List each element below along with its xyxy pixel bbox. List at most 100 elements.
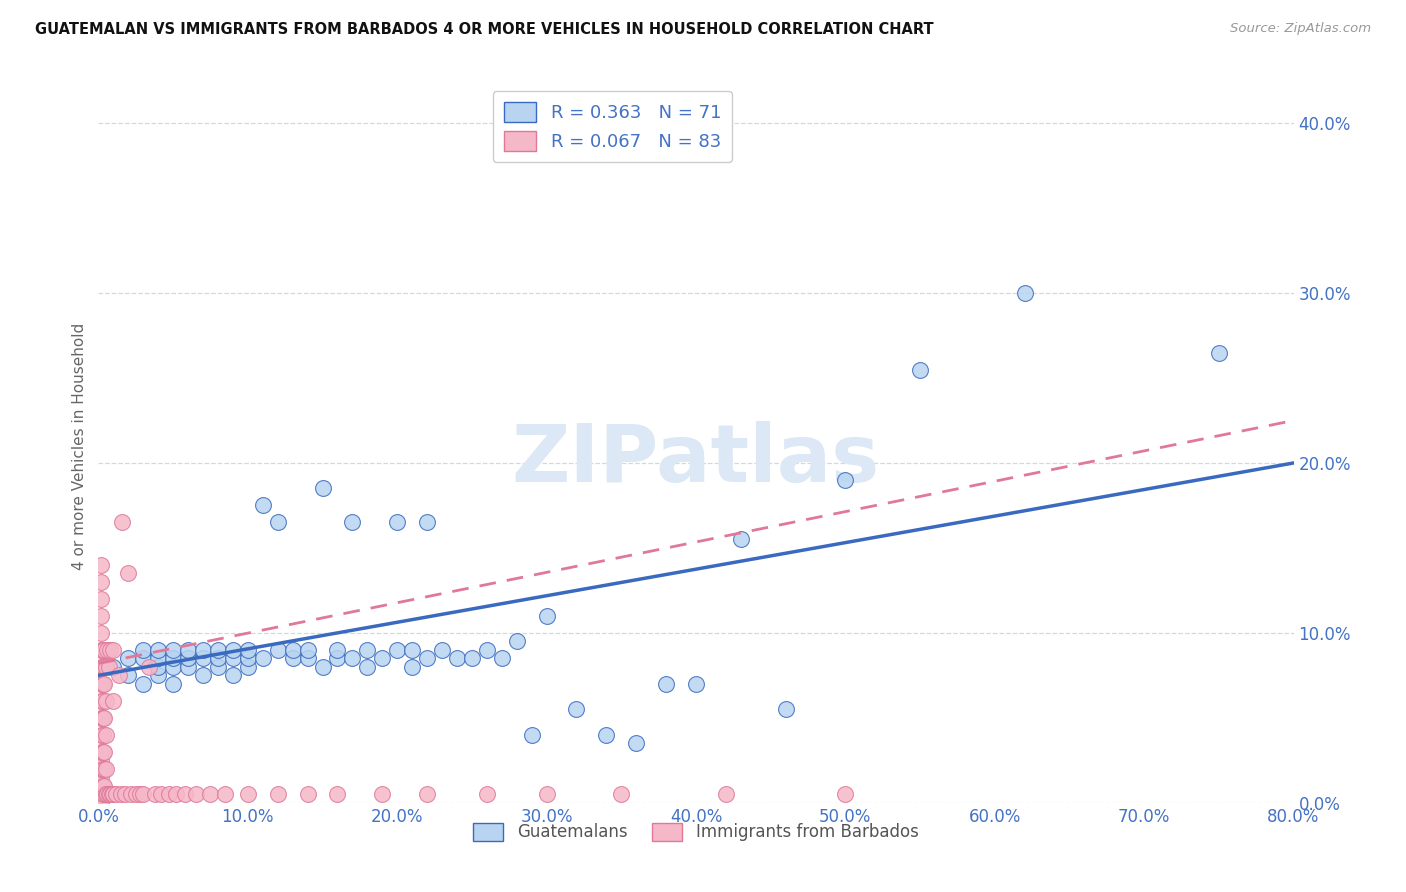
Point <box>90 558 112 572</box>
Point <box>834 473 856 487</box>
Point <box>191 643 214 657</box>
Point <box>90 591 112 606</box>
Point <box>506 634 529 648</box>
Point <box>90 787 112 801</box>
Point <box>93 677 115 691</box>
Point <box>311 660 333 674</box>
Point <box>93 660 115 674</box>
Point <box>94 694 117 708</box>
Point <box>236 651 259 665</box>
Point <box>90 677 112 691</box>
Point <box>222 643 245 657</box>
Point <box>207 651 229 665</box>
Y-axis label: 4 or more Vehicles in Household: 4 or more Vehicles in Household <box>72 322 87 570</box>
Point <box>91 694 114 708</box>
Point <box>222 651 245 665</box>
Point <box>91 711 114 725</box>
Point <box>91 787 114 801</box>
Point <box>475 643 498 657</box>
Point <box>90 694 112 708</box>
Point <box>90 574 112 589</box>
Point <box>148 643 170 657</box>
Point <box>385 643 409 657</box>
Point <box>143 787 166 801</box>
Point <box>214 787 236 801</box>
Point <box>138 660 160 674</box>
Point <box>93 779 115 793</box>
Point <box>105 787 128 801</box>
Point <box>94 660 117 674</box>
Point <box>132 643 155 657</box>
Point <box>111 516 134 530</box>
Point <box>91 660 114 674</box>
Point <box>401 660 423 674</box>
Point <box>252 499 274 513</box>
Point <box>236 787 259 801</box>
Point <box>93 643 115 657</box>
Point <box>96 643 118 657</box>
Point <box>655 677 678 691</box>
Point <box>90 728 112 742</box>
Point <box>90 796 112 810</box>
Point <box>132 677 155 691</box>
Point <box>110 787 132 801</box>
Point <box>103 643 125 657</box>
Point <box>281 651 304 665</box>
Point <box>148 660 170 674</box>
Text: Source: ZipAtlas.com: Source: ZipAtlas.com <box>1230 22 1371 36</box>
Point <box>177 660 200 674</box>
Point <box>132 787 155 801</box>
Point <box>162 651 184 665</box>
Point <box>90 626 112 640</box>
Point <box>475 787 498 801</box>
Point <box>356 660 378 674</box>
Point <box>236 643 259 657</box>
Point <box>90 753 112 767</box>
Point <box>177 651 200 665</box>
Point <box>207 643 229 657</box>
Point <box>401 643 423 657</box>
Point <box>595 728 617 742</box>
Point <box>297 787 319 801</box>
Point <box>132 651 155 665</box>
Point <box>626 736 648 750</box>
Point <box>114 787 136 801</box>
Point <box>98 643 122 657</box>
Point <box>98 787 122 801</box>
Point <box>565 702 588 716</box>
Point <box>90 608 112 623</box>
Point <box>90 745 112 759</box>
Point <box>714 787 737 801</box>
Point <box>90 796 112 810</box>
Point <box>148 651 170 665</box>
Point <box>120 787 142 801</box>
Point <box>326 643 349 657</box>
Point <box>93 745 115 759</box>
Point <box>177 643 200 657</box>
Point <box>446 651 468 665</box>
Point <box>117 651 139 665</box>
Point <box>117 566 139 581</box>
Point <box>162 660 184 674</box>
Point <box>91 677 114 691</box>
Point <box>297 651 319 665</box>
Point <box>834 787 856 801</box>
Point <box>267 516 290 530</box>
Point <box>101 787 124 801</box>
Point <box>90 770 112 784</box>
Point <box>90 711 112 725</box>
Point <box>150 787 173 801</box>
Point <box>222 668 245 682</box>
Point <box>157 787 180 801</box>
Point <box>90 762 112 776</box>
Point <box>342 651 364 665</box>
Point <box>297 643 319 657</box>
Point <box>1208 345 1230 359</box>
Point <box>191 651 214 665</box>
Point <box>281 643 304 657</box>
Point <box>311 482 333 496</box>
Point <box>108 668 131 682</box>
Point <box>93 762 115 776</box>
Point <box>103 694 125 708</box>
Point <box>97 660 120 674</box>
